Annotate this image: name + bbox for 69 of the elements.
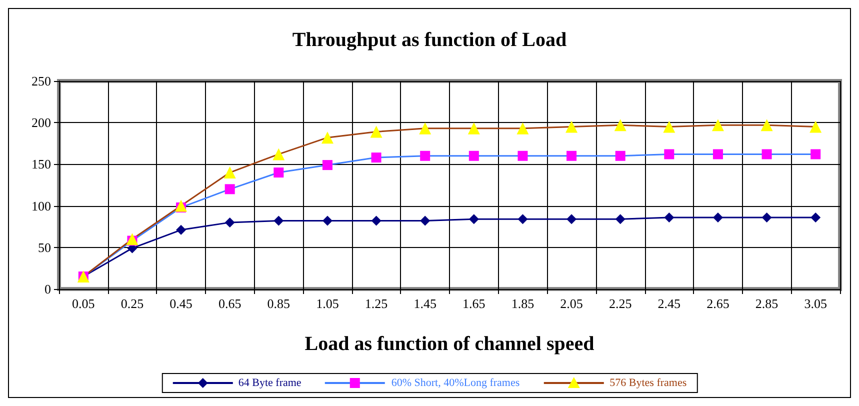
point <box>810 120 822 133</box>
x-tick-label: 0.65 <box>218 296 242 311</box>
y-tick-label: 50 <box>38 240 51 255</box>
x-tick-label: 0.25 <box>120 296 144 311</box>
point <box>419 122 432 134</box>
point <box>175 200 188 212</box>
point <box>420 150 430 161</box>
point <box>664 149 674 160</box>
y-tick-label: 150 <box>32 156 51 172</box>
point <box>371 152 382 163</box>
y-tick-label: 100 <box>32 198 51 214</box>
point <box>810 149 821 160</box>
x-tick-label: 1.85 <box>511 296 534 311</box>
point <box>566 214 577 224</box>
x-tick-label: 2.85 <box>755 296 778 311</box>
point <box>176 224 186 235</box>
point <box>762 212 772 222</box>
point <box>224 217 235 228</box>
point <box>272 148 285 160</box>
x-tick-label: 1.65 <box>462 296 486 311</box>
point <box>322 216 332 226</box>
point <box>712 149 723 160</box>
point <box>468 214 479 224</box>
point <box>274 216 284 226</box>
x-tick-label: 3.05 <box>804 296 827 311</box>
x-tick-label: 2.45 <box>658 296 681 311</box>
point <box>321 132 334 144</box>
point <box>370 126 382 138</box>
y-tick-label: 200 <box>32 115 51 130</box>
text: 576 Bytes frames <box>610 377 687 389</box>
x-tick-label: 2.05 <box>560 296 583 311</box>
point <box>712 212 723 222</box>
x-tick-label: 1.25 <box>364 296 388 311</box>
point <box>371 216 382 226</box>
x-tick-label: 0.85 <box>267 296 290 311</box>
x-tick-label: 1.05 <box>316 296 339 311</box>
point <box>518 214 528 224</box>
point <box>468 122 480 134</box>
y-tick-label: 250 <box>32 74 51 88</box>
point <box>760 119 773 132</box>
point <box>322 160 332 170</box>
point <box>762 149 772 160</box>
point <box>566 120 578 133</box>
point <box>516 122 529 134</box>
point <box>615 214 626 224</box>
point <box>468 150 479 161</box>
point <box>663 120 676 133</box>
point <box>224 166 236 179</box>
point <box>566 150 577 161</box>
point <box>712 119 724 132</box>
point <box>614 119 626 132</box>
x-tick-label: 2.65 <box>706 296 730 311</box>
text: 60% Short, 40%Long frames <box>391 377 520 389</box>
y-tick-label: 0 <box>44 282 51 296</box>
point <box>274 168 284 178</box>
point <box>664 212 674 222</box>
x-tick-label: 0.05 <box>72 296 95 311</box>
text: 64 Byte frame <box>238 377 302 389</box>
point <box>126 233 138 246</box>
point <box>420 216 430 226</box>
point <box>224 184 235 194</box>
x-tick-label: 1.45 <box>414 296 436 311</box>
point <box>810 212 821 222</box>
point <box>615 150 626 161</box>
x-tick-label: 0.45 <box>170 296 192 311</box>
chart-title: Throughput as function of Load <box>292 29 567 51</box>
x-tick-label: 2.25 <box>608 296 632 311</box>
point <box>518 150 528 161</box>
x-axis-title: Load as function of channel speed <box>304 333 594 355</box>
